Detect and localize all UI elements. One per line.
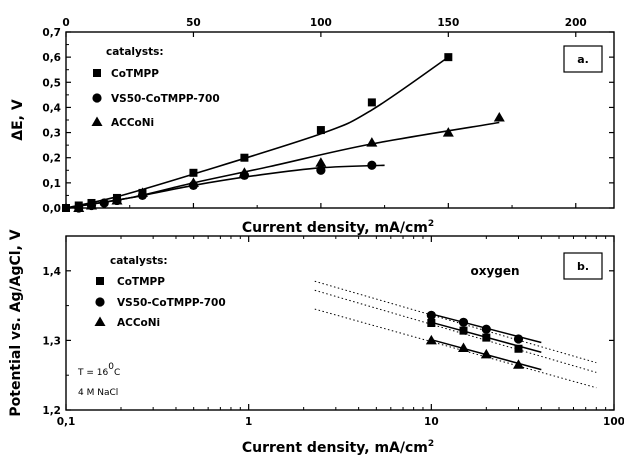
x-tick-label-b: 100	[603, 416, 624, 428]
y-axis-label-b: Potential vs. Ag/AgCl, V	[8, 229, 24, 416]
y-tick-label-b: 1,4	[42, 266, 61, 278]
point-cotmpp-a	[240, 153, 249, 162]
point-acconi-a	[136, 187, 148, 197]
legend-title-a: catalysts:	[106, 46, 164, 58]
extrapolation-vs50-cotmpp-700-b	[314, 280, 597, 364]
panel-label-box-b: b.	[563, 252, 603, 280]
point-acconi-a	[238, 167, 250, 177]
legend-label-cotmpp-b: CoTMPP	[117, 276, 165, 288]
point-vs50-cotmpp-700-b	[513, 334, 524, 344]
point-cotmpp-a	[367, 98, 376, 107]
top-tick-label-a: 150	[437, 17, 459, 29]
x-axis-label-b: Current density, mA/cm2	[242, 439, 434, 456]
y-tick-label-a: 0,3	[42, 128, 61, 140]
point-acconi-a	[315, 157, 327, 167]
legend-marker-acconi-b	[94, 316, 106, 326]
legend-b: catalysts: CoTMPP VS50-CoTMPP-700 ACCoNi	[94, 255, 226, 329]
legend-label-acconi-a: ACCoNi	[111, 117, 154, 129]
point-cotmpp-b	[514, 344, 523, 353]
x-axis-label-a: Current density, mA/cm2	[242, 219, 434, 236]
legend-marker-vs50-cotmpp-700-b	[95, 297, 105, 307]
point-acconi-b	[425, 334, 437, 345]
point-vs50-cotmpp-700-b	[426, 310, 436, 320]
point-acconi-a	[187, 177, 199, 187]
legend-marker-cotmpp-a	[93, 69, 101, 77]
point-cotmpp-a	[189, 168, 198, 177]
legend-a: catalysts: CoTMPP VS50-CoTMPP-700 ACCoNi	[91, 46, 220, 129]
y-tick-label-a: 0,1	[42, 178, 61, 190]
x-tick-label-b: 0,1	[57, 416, 76, 428]
point-acconi-b	[457, 342, 469, 353]
extrapolation-acconi-b	[314, 308, 597, 389]
top-tick-label-a: 100	[310, 17, 332, 29]
fit-line-acconi-a	[65, 121, 500, 209]
x-tick-label-b: 1	[245, 416, 252, 428]
point-acconi-a	[366, 137, 378, 147]
point-vs50-cotmpp-700-b	[458, 317, 469, 327]
point-vs50-cotmpp-700-a	[367, 160, 377, 170]
plot-frame-b	[65, 235, 615, 411]
y-tick-label-a: 0,0	[42, 203, 61, 215]
legend-marker-cotmpp-b	[96, 277, 104, 285]
point-cotmpp-a	[62, 204, 70, 212]
legend-label-vs50-b: VS50-CoTMPP-700	[117, 297, 226, 309]
point-vs50-cotmpp-700-a	[316, 165, 326, 175]
y-tick-label-a: 0,2	[42, 153, 61, 165]
gas-annotation: oxygen	[470, 264, 519, 278]
y-tick-label-a: 0,6	[42, 52, 61, 64]
point-acconi-a	[73, 202, 85, 212]
point-acconi-a	[111, 194, 123, 205]
point-acconi-a	[493, 111, 505, 122]
point-cotmpp-a	[316, 126, 325, 135]
legend-label-vs50-a: VS50-CoTMPP-700	[111, 93, 220, 105]
point-acconi-a	[85, 199, 97, 210]
x-tick-label-b: 10	[424, 416, 439, 428]
temperature-annotation: T = 160C	[77, 362, 120, 378]
legend-title-b: catalysts:	[110, 255, 168, 267]
y-tick-label-a: 0,7	[42, 27, 61, 39]
top-tick-label-a: 0	[62, 17, 69, 29]
point-vs50-cotmpp-700-a	[99, 198, 109, 208]
panel-label-a: a.	[577, 53, 589, 66]
legend-marker-acconi-a	[91, 116, 103, 126]
point-acconi-a	[442, 127, 454, 137]
panel-b: 1,2 1,3 1,4 0,1 1 10 100 catalysts: CoTMPP VS5…	[8, 229, 624, 456]
y-tick-label-b: 1,3	[42, 335, 61, 347]
panel-label-b: b.	[577, 260, 589, 273]
legend-marker-vs50-cotmpp-700-a	[92, 93, 102, 103]
point-acconi-b	[512, 359, 524, 369]
point-vs50-cotmpp-700-b	[481, 324, 491, 334]
y-tick-label-a: 0,4	[42, 102, 61, 114]
legend-label-acconi-b: ACCoNi	[117, 317, 160, 329]
point-cotmpp-b	[427, 319, 436, 327]
extrapolation-cotmpp-b	[314, 289, 597, 373]
top-tick-label-a: 50	[186, 17, 201, 29]
point-cotmpp-a	[444, 53, 453, 62]
point-cotmpp-b	[482, 333, 491, 342]
y-tick-label-a: 0,5	[42, 77, 61, 89]
point-cotmpp-b	[459, 326, 468, 335]
legend-label-cotmpp-a: CoTMPP	[111, 68, 159, 80]
y-axis-label-a: ΔE, V	[10, 99, 26, 141]
point-acconi-b	[480, 348, 492, 359]
top-tick-label-a: 200	[565, 17, 587, 29]
y-tick-label-b: 1,2	[42, 405, 61, 417]
panel-label-box-a: a.	[563, 45, 603, 73]
panel-a: 0,0 0,1 0,2 0,3 0,4 0,5 0,6 0,70 50 100 150 200 cat…	[10, 17, 615, 236]
electrolyte-annotation: 4 M NaCl	[78, 388, 118, 398]
